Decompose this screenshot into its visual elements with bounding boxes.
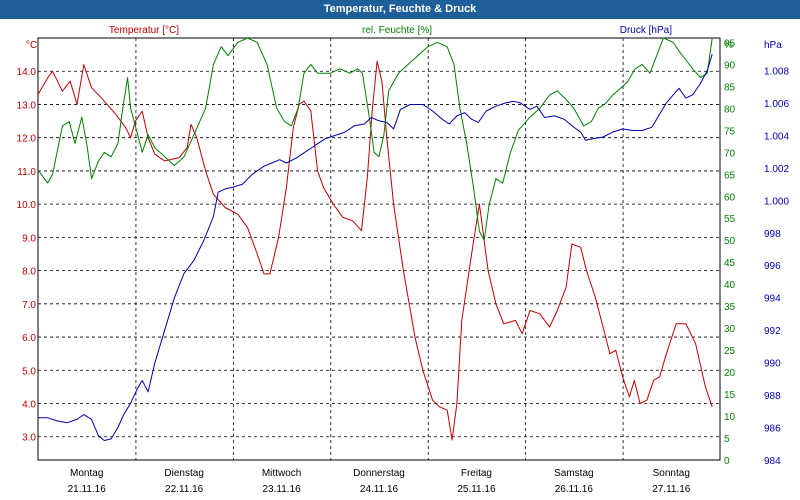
humidity-tick-label: 35: [724, 302, 736, 313]
temperature-tick-label: 9.0: [22, 233, 36, 244]
temperature-tick-label: 11.0: [17, 167, 36, 178]
pressure-tick-label: 998: [764, 229, 781, 240]
x-date-label: 25.11.16: [457, 484, 496, 495]
x-day-label: Sonntag: [653, 468, 690, 479]
series-temperature-line: [37, 60, 713, 441]
pressure-tick-label: 1.006: [764, 99, 789, 110]
humidity-tick-label: 75: [724, 126, 736, 137]
humidity-axis-title: rel. Feuchte [%]: [362, 25, 432, 36]
pressure-tick-label: 994: [764, 294, 781, 305]
humidity-tick-label: 0: [724, 456, 730, 467]
pressure-tick-label: 996: [764, 261, 781, 272]
pressure-tick-label: 992: [764, 326, 781, 337]
temperature-axis-title: Temperatur [°C]: [109, 25, 179, 36]
pressure-tick-label: 984: [764, 456, 781, 467]
pressure-axis-title: Druck [hPa]: [620, 25, 672, 36]
humidity-tick-label: 85: [724, 82, 736, 93]
grid-lines: [38, 38, 720, 460]
window-title: Temperatur, Feuchte & Druck: [0, 0, 800, 19]
humidity-tick-label: 90: [724, 60, 736, 71]
humidity-tick-label: 30: [724, 324, 736, 335]
temperature-tick-label: 14.0: [17, 67, 37, 78]
x-date-label: 23.11.16: [262, 484, 301, 495]
humidity-tick-label: 40: [724, 280, 736, 291]
temperature-tick-label: 8.0: [22, 267, 36, 278]
pressure-unit-label: hPa: [764, 40, 782, 51]
pressure-tick-label: 986: [764, 424, 781, 435]
plot-frame: [37, 37, 721, 461]
x-date-label: 21.11.16: [68, 484, 107, 495]
temperature-tick-label: 13.0: [17, 100, 37, 111]
temperature-unit-label: °C: [26, 40, 37, 51]
x-day-label: Mittwoch: [262, 468, 301, 479]
humidity-tick-label: 25: [724, 346, 736, 357]
humidity-tick-label: 55: [724, 214, 736, 225]
pressure-tick-label: 1.002: [764, 164, 789, 175]
x-date-label: 22.11.16: [165, 484, 204, 495]
humidity-tick-label: 20: [724, 368, 736, 379]
temperature-tick-label: 10.0: [17, 200, 37, 211]
x-day-label: Donnerstag: [353, 468, 405, 479]
pressure-tick-label: 1.008: [764, 66, 789, 77]
humidity-tick-label: 65: [724, 170, 736, 181]
pressure-tick-label: 990: [764, 359, 781, 370]
humidity-tick-label: 10: [724, 412, 736, 423]
humidity-tick-label: 50: [724, 236, 736, 247]
temperature-tick-label: 12.0: [17, 134, 37, 145]
pressure-tick-label: 1.004: [764, 131, 789, 142]
temperature-tick-label: 4.0: [22, 400, 36, 411]
x-date-label: 24.11.16: [360, 484, 399, 495]
humidity-tick-label: 45: [724, 258, 736, 269]
x-day-label: Samstag: [554, 468, 593, 479]
pressure-tick-label: 988: [764, 391, 781, 402]
x-day-label: Freitag: [461, 468, 492, 479]
x-day-label: Montag: [70, 468, 103, 479]
x-date-label: 26.11.16: [555, 484, 594, 495]
humidity-tick-label: 60: [724, 192, 736, 203]
temperature-tick-label: 3.0: [22, 433, 36, 444]
humidity-tick-label: 95: [724, 38, 736, 49]
pressure-tick-label: 1.000: [764, 196, 789, 207]
x-day-label: Dienstag: [164, 468, 203, 479]
humidity-unit-label: %: [724, 40, 733, 51]
x-date-label: 27.11.16: [652, 484, 691, 495]
series-humidity-line: [37, 37, 713, 241]
temperature-tick-label: 7.0: [22, 300, 36, 311]
humidity-tick-label: 70: [724, 148, 736, 159]
humidity-tick-label: 5: [724, 434, 730, 445]
humidity-tick-label: 15: [724, 390, 736, 401]
temperature-tick-label: 6.0: [22, 333, 36, 344]
temperature-tick-label: 5.0: [22, 366, 36, 377]
series-pressure-line: [38, 54, 713, 441]
humidity-tick-label: 80: [724, 104, 736, 115]
